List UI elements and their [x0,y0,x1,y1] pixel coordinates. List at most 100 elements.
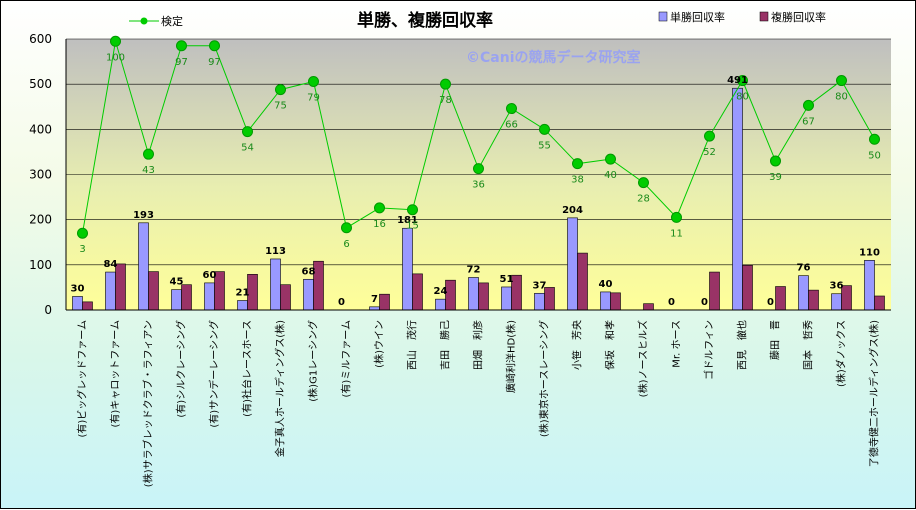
line-data-label: 28 [637,194,650,205]
y-tick-label: 100 [29,258,52,272]
line-point [242,126,253,138]
category-label: (株)ノースヒルズ [637,320,650,397]
line-point [506,103,517,115]
bar-fukusho [478,282,489,311]
bar-data-label: 30 [71,283,85,294]
bar-data-label: 72 [467,264,481,275]
category-label: 廣崎利洋HD(株) [505,320,518,393]
chart-title: 単勝、複勝回収率 [357,10,493,31]
line-point [209,40,220,52]
line-point [275,84,286,96]
bar-tansho [501,286,512,311]
line-data-label: 78 [439,95,452,106]
line-point [539,123,550,135]
bar-fukusho [775,286,786,311]
line-point [176,40,187,52]
legend-swatch-fukusho [759,11,769,22]
line-point [110,35,121,47]
bar-data-label: 40 [599,279,613,290]
bar-tansho [204,282,215,311]
bar-tansho [138,222,149,311]
line-data-label: 11 [670,228,683,239]
bar-data-label: 37 [533,280,547,291]
line-data-label: 80 [835,92,848,103]
bar-fukusho [115,263,126,311]
line-data-label: 39 [769,172,782,183]
bar-tansho [435,298,446,311]
bar-data-label: 60 [203,270,217,281]
legend-label-tansho: 単勝回収率 [670,10,725,24]
category-label: (株)サラブレッドクラブ・ラフィアン [142,320,155,487]
bar-tansho [72,296,83,311]
bar-tansho [732,87,743,311]
bar-tansho [567,217,578,311]
line-data-label: 50 [868,150,881,161]
bar-tansho [402,227,413,311]
line-data-label: 97 [175,57,188,68]
bar-data-label: 7 [371,294,378,305]
category-label: 保坂 和孝 [604,320,617,370]
line-data-label: 97 [208,57,221,68]
line-data-label: 80 [736,92,749,103]
bar-tansho [270,258,281,311]
line-point [77,227,88,239]
category-label: (有)ビッグレッドファーム [76,320,89,438]
bar-data-label: 24 [434,286,448,297]
line-data-label: 100 [106,52,125,63]
category-label: ゴドルフィン [703,320,716,380]
y-tick-label: 200 [29,213,52,227]
category-label: 国本 哲秀 [802,320,815,370]
y-tick-label: 300 [29,168,52,182]
category-label: (株)G1レーシング [307,320,320,402]
bar-data-label: 68 [302,266,316,277]
bar-fukusho [412,273,423,311]
line-data-label: 79 [307,92,320,103]
category-label: 西見 徹也 [736,320,749,370]
bar-tansho [534,292,545,311]
y-tick-label: 600 [29,32,52,46]
category-label: 了徳寺健二ホールディングス(株) [868,320,881,467]
y-tick-label: 500 [29,77,52,91]
bar-data-label: 110 [859,247,880,258]
category-label: 藤田 晋 [770,320,782,360]
y-tick-label: 400 [29,122,52,136]
category-label: (有)シルクレーシング [175,320,188,418]
line-data-label: 52 [703,147,716,158]
bar-fukusho [742,264,753,311]
line-point [836,75,847,87]
bar-fukusho [280,284,291,311]
line-point [638,177,649,189]
bar-fukusho [577,252,588,311]
line-point [143,148,154,160]
category-label: Mr. ホース [671,320,683,368]
line-point [407,204,418,216]
bar-fukusho [148,271,159,311]
bar-fukusho [181,284,192,311]
category-label: (株)東京ホースレーシング [538,320,551,437]
line-point [308,75,319,87]
category-label: 西山 茂行 [406,320,419,370]
legend-marker-kentei [140,17,148,25]
legend-label-fukusho: 複勝回収率 [771,10,826,24]
line-point [671,211,682,223]
line-point [440,78,451,90]
line-point [341,222,352,234]
line-point [803,99,814,111]
bar-fukusho [610,292,621,311]
bar-data-label: 51 [500,274,514,285]
bar-data-label: 36 [830,281,844,292]
line-data-label: 36 [472,180,485,191]
line-data-label: 38 [571,175,584,186]
line-data-label: 6 [343,239,349,250]
category-label: 小笹 芳央 [571,320,584,370]
line-data-label: 40 [604,170,617,181]
bar-tansho [105,271,116,311]
line-point [374,202,385,214]
line-data-label: 75 [274,101,287,112]
line-point [770,155,781,167]
bar-data-label: 0 [701,297,708,308]
category-label: (有)ミルファーム [340,320,353,398]
category-label: (株)ダノックス [835,320,848,387]
category-label: 田畑 利彦 [472,320,485,370]
bar-fukusho [379,293,390,311]
